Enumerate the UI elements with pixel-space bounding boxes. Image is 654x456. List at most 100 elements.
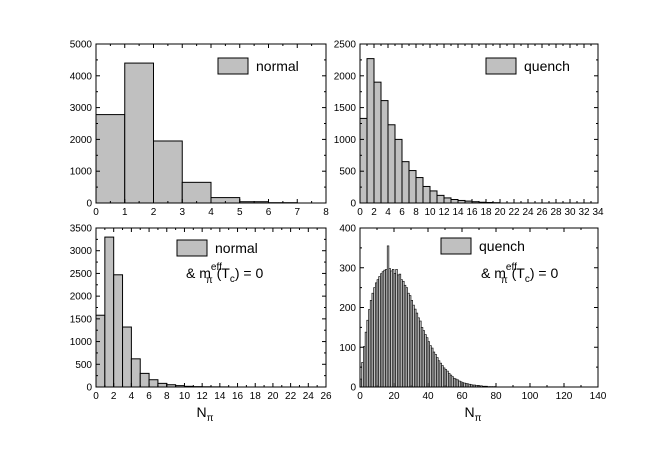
- x-tick-label: 3: [179, 207, 185, 218]
- x-tick-label: 4: [129, 391, 135, 402]
- x-tick-label: 22: [285, 391, 297, 402]
- y-tick-label: 500: [75, 360, 92, 371]
- bar: [422, 185, 431, 204]
- y-tick-label: 1000: [70, 337, 93, 348]
- panel-top-right: 0 2 4 6 8 10 12 14 16 18 20 22 24 26 28 30 32 34050010001…: [334, 40, 604, 219]
- x-tick-label: 22: [508, 207, 520, 218]
- x-tick-label: 7: [294, 207, 300, 218]
- x-tick-label: 14: [214, 391, 226, 402]
- bars: [95, 236, 230, 388]
- y-tick-label: 0: [86, 199, 92, 210]
- x-tick-label: 28: [550, 207, 562, 218]
- x-tick-label: 4: [208, 207, 214, 218]
- x-tick-label: 2: [111, 391, 117, 402]
- bar: [401, 161, 410, 204]
- legend-swatch: [440, 237, 472, 255]
- y-tick-label: 3500: [70, 224, 93, 235]
- y-tick-label: 0: [350, 383, 356, 394]
- bar: [148, 379, 159, 388]
- x-tick-label: 26: [536, 207, 548, 218]
- y-tick-label: 2000: [70, 292, 93, 303]
- y-tick-label: 2000: [70, 135, 93, 146]
- annotation-part: ) = 0: [235, 265, 264, 281]
- bar: [139, 372, 150, 388]
- x-tick-label: 32: [578, 207, 590, 218]
- x-axis: 0 1 2 3 4 5 6 7 8: [93, 44, 329, 218]
- y-tick-label: 500: [339, 167, 356, 178]
- y-tick-label: 5000: [70, 40, 93, 51]
- x-tick-label: 8: [164, 391, 170, 402]
- x-tick-label: 26: [320, 391, 332, 402]
- y-tick-label: 2500: [70, 269, 93, 280]
- x-axis-label-main: N: [464, 404, 474, 420]
- x-tick-label: 12: [438, 207, 450, 218]
- y-tick-label: 100: [339, 343, 356, 354]
- bar: [380, 100, 389, 204]
- y-tick-label: 1500: [334, 103, 357, 114]
- y-tick-label: 1000: [334, 135, 357, 146]
- bars: [359, 245, 497, 388]
- x-tick-label: 18: [250, 391, 262, 402]
- annotation-part: &: [186, 265, 199, 281]
- x-tick-label: 10: [424, 207, 436, 218]
- annotation-part: (T: [213, 265, 231, 281]
- y-tick-label: 300: [339, 263, 356, 274]
- legend: normal: [176, 239, 258, 257]
- x-tick-label: 5: [237, 207, 243, 218]
- bar: [436, 194, 445, 204]
- bar: [429, 190, 438, 204]
- y-tick-label: 200: [339, 303, 356, 314]
- x-tick-label: 1: [122, 207, 128, 218]
- x-tick-label: 20: [267, 391, 279, 402]
- bar: [373, 81, 382, 204]
- bar: [181, 181, 212, 204]
- y-tick-label: 4000: [70, 71, 93, 82]
- x-tick-label: 0: [93, 391, 99, 402]
- x-tick-label: 0: [357, 207, 363, 218]
- bar: [122, 326, 132, 388]
- y-tick-label: 2000: [334, 71, 357, 82]
- x-tick-label: 6: [266, 207, 272, 218]
- bar: [95, 114, 126, 204]
- x-axis-label-main: N: [196, 404, 206, 420]
- x-tick-label: 8: [413, 207, 419, 218]
- legend-label: quench: [479, 238, 525, 254]
- y-tick-label: 1500: [70, 314, 93, 325]
- legend-label: normal: [215, 240, 258, 256]
- bar: [366, 58, 375, 204]
- legend-label: quench: [524, 58, 570, 74]
- panel-bottom-left: 0 2 4 6 8 10 12 14 16 18 20 22 24 2605001000150020002…: [70, 224, 332, 425]
- y-axis: 0 500 1000 1500 2000 2500: [334, 40, 598, 210]
- annotation-part: ) = 0: [530, 265, 559, 281]
- y-axis: 0 500 1000 1500 2000 2500 3000 3500: [70, 224, 326, 394]
- x-tick-label: 6: [146, 391, 152, 402]
- x-tick-label: 4: [385, 207, 391, 218]
- x-tick-label: 30: [564, 207, 576, 218]
- y-tick-label: 2500: [334, 40, 357, 51]
- x-tick-label: 60: [456, 391, 468, 402]
- bar: [130, 358, 141, 388]
- x-tick-label: 2: [151, 207, 157, 218]
- annotation-part: π: [206, 275, 213, 286]
- bars: [95, 62, 298, 204]
- bar: [157, 382, 168, 388]
- panel-bottom-right: 0 20 40 60 80 100 120 140 0 100 200 300 400 quench & m…: [339, 224, 606, 425]
- annotation-part: (T: [508, 265, 526, 281]
- y-tick-label: 1000: [70, 167, 93, 178]
- x-tick-label: 10: [179, 391, 191, 402]
- bar: [450, 199, 459, 204]
- bar: [408, 170, 417, 204]
- annotation-part: eff: [506, 262, 517, 273]
- legend-swatch: [485, 57, 517, 75]
- y-tick-label: 0: [350, 199, 356, 210]
- bar: [95, 314, 106, 388]
- x-axis-label-sub: π: [475, 413, 482, 424]
- bars: [359, 58, 501, 204]
- x-tick-label: 40: [422, 391, 434, 402]
- x-tick-label: 6: [399, 207, 405, 218]
- x-axis: 0 2 4 6 8 10 12 14 16 18 20 22 24 26: [93, 228, 332, 402]
- bar: [113, 274, 124, 388]
- annotation-part: c: [525, 274, 530, 285]
- bar: [394, 138, 403, 204]
